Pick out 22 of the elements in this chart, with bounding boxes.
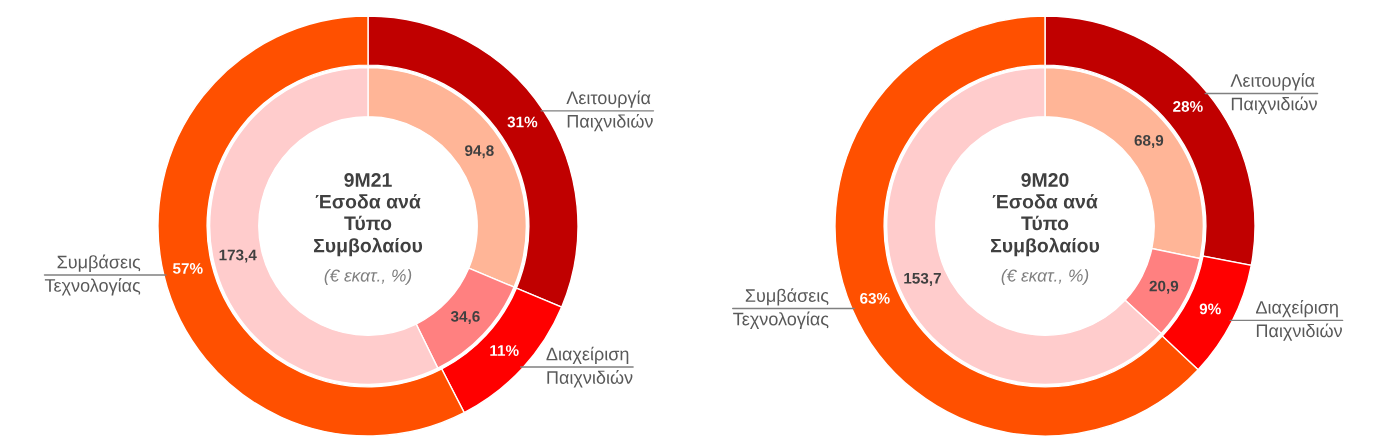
slice-label: Συμβάσεις Τεχνολογίας — [733, 288, 829, 329]
text: 9M20 Έσοδα ανά Τύπο Συμβολαίου — [990, 173, 1100, 257]
data-label: 173,4 — [219, 249, 257, 263]
data-label: 20,9 — [1149, 280, 1179, 294]
data-label: 63% — [860, 292, 890, 304]
text: (€ εκατ., %) — [1001, 268, 1089, 286]
data-label: 153,7 — [904, 272, 941, 286]
slice-label: Διαχείριση Παιχνιδιών — [546, 346, 633, 388]
data-label: 68,9 — [1134, 134, 1164, 149]
slice-label: Διαχείριση Παιχνιδιών — [1255, 299, 1342, 341]
data-label: 11% — [490, 345, 519, 356]
data-label: 57% — [172, 263, 203, 274]
slice-label: Συμβάσεις Τεχνολογίας — [44, 254, 141, 296]
text: (€ εκατ., %) — [324, 268, 412, 286]
data-label: 34,6 — [450, 310, 480, 325]
text: 9M21 Έσοδα ανά Τύπο Συμβολαίου — [313, 173, 423, 257]
slice-label: Λειτουργία Παιχνιδιών — [566, 90, 653, 132]
data-label: 9% — [1199, 303, 1221, 315]
slice-label: Λειτουργία Παιχνιδιών — [1230, 73, 1317, 114]
data-label: 31% — [507, 116, 538, 128]
data-label: 94,8 — [465, 145, 494, 159]
data-label: 28% — [1173, 101, 1203, 112]
